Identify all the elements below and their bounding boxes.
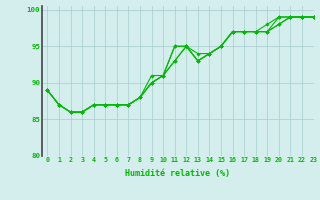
X-axis label: Humidité relative (%): Humidité relative (%)	[125, 169, 230, 178]
